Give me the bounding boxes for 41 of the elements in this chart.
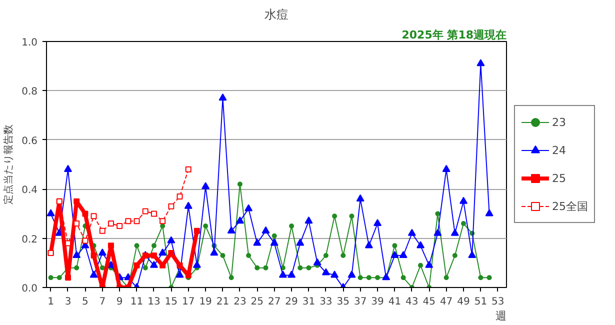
legend-label: 24: [552, 144, 567, 156]
x-tick-label: 23: [234, 296, 246, 308]
x-tick-label: 29: [285, 296, 298, 308]
y-tick-label: 0.0: [22, 284, 38, 294]
x-tick-label: 51: [474, 296, 488, 308]
x-tick-label: 1: [48, 296, 54, 308]
x-tick-label: 41: [388, 296, 402, 308]
x-tick-label: 27: [268, 296, 281, 308]
y-axis-title: 定点当たり報告数: [2, 124, 15, 204]
x-tick-label: 5: [82, 296, 88, 308]
x-tick-label: 9: [116, 296, 123, 308]
x-tick-label: 7: [99, 296, 106, 308]
y-tick-label: 1.0: [22, 38, 38, 48]
chart-title: 水痘: [264, 8, 288, 22]
legend-label: 23: [552, 116, 567, 128]
y-tick-label: 0.4: [22, 185, 38, 196]
x-tick-label: 37: [354, 296, 367, 308]
x-tick-label: 25: [250, 296, 264, 308]
x-tick-label: 13: [148, 296, 160, 308]
y-tick-label: 0.6: [22, 136, 38, 147]
x-tick-label: 15: [164, 296, 178, 308]
legend-label: 25全国: [552, 198, 588, 214]
x-tick-label: 35: [336, 296, 350, 308]
x-tick-label: 17: [182, 296, 195, 308]
x-tick-label: 49: [457, 296, 470, 308]
x-tick-label: 33: [320, 296, 332, 308]
x-tick-label: 43: [406, 296, 418, 308]
x-tick-label: 3: [64, 296, 72, 308]
x-tick-label: 19: [199, 296, 212, 308]
y-tick-label: 0.8: [22, 86, 38, 98]
x-tick-label: 11: [130, 296, 144, 308]
x-tick-label: 21: [216, 296, 230, 308]
x-tick-label: 53: [492, 296, 504, 308]
x-axis-title: 週: [496, 310, 506, 322]
x-tick-label: 45: [422, 296, 436, 308]
legend-label: 25: [552, 172, 567, 184]
y-tick-label: 0.2: [22, 234, 38, 246]
chart-subtitle: 2025年 第18週現在: [402, 28, 507, 42]
x-tick-label: 39: [371, 296, 384, 308]
x-tick-label: 47: [440, 296, 453, 308]
x-tick-label: 31: [302, 296, 316, 308]
